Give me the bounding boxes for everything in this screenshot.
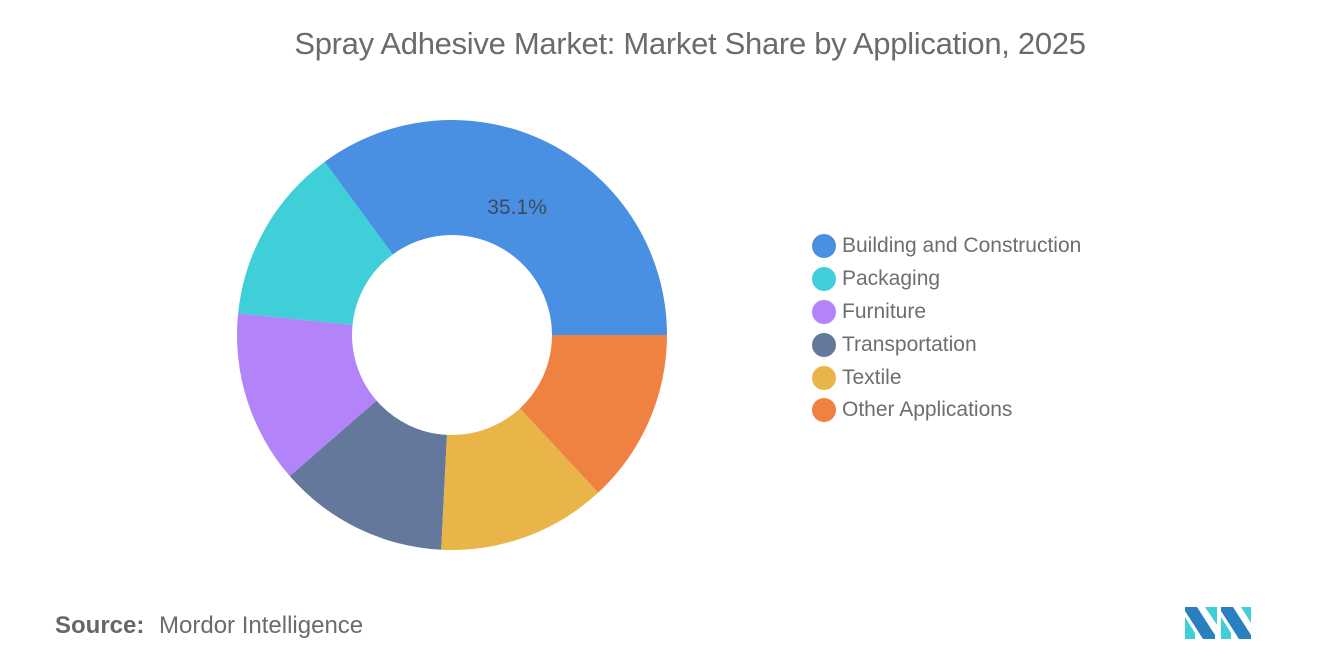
source-value: Mordor Intelligence xyxy=(159,612,364,639)
legend-item-packaging[interactable]: Packaging xyxy=(812,263,1081,296)
donut-slice-furniture[interactable] xyxy=(236,313,377,477)
legend-item-textile[interactable]: Textile xyxy=(812,361,1081,394)
legend-marker-icon xyxy=(812,398,836,423)
legend-item-building-construction[interactable]: Building and Construction xyxy=(812,230,1081,263)
legend-label: Packaging xyxy=(842,267,941,291)
legend-marker-icon xyxy=(812,332,836,357)
legend-marker-icon xyxy=(812,299,836,324)
donut-slice-building-and-construction[interactable] xyxy=(324,120,667,336)
donut-slices xyxy=(236,120,667,551)
source-label: Source: xyxy=(55,612,145,639)
legend-marker-icon xyxy=(812,267,836,292)
legend-label: Furniture xyxy=(842,299,927,323)
legend-label: Textile xyxy=(842,365,902,389)
legend-item-transportation[interactable]: Transportation xyxy=(812,328,1081,361)
donut-slice-textile[interactable] xyxy=(441,408,599,551)
donut-slice-packaging[interactable] xyxy=(238,161,393,325)
donut-slice-other-applications[interactable] xyxy=(519,335,667,493)
source-attribution: Source: Mordor Intelligence xyxy=(55,612,363,640)
legend-label: Other Applications xyxy=(842,398,1013,422)
legend-marker-icon xyxy=(812,365,836,390)
chart-title: Spray Adhesive Market: Market Share by A… xyxy=(294,26,1086,61)
chart-legend: Building and Construction Packaging Furn… xyxy=(812,230,1081,427)
legend-marker-icon xyxy=(812,234,836,259)
slice-value-label: 35.1% xyxy=(487,196,547,219)
legend-label: Building and Construction xyxy=(842,234,1082,258)
legend-item-furniture[interactable]: Furniture xyxy=(812,296,1081,329)
donut-slice-transportation[interactable] xyxy=(289,400,447,550)
mordor-intelligence-logo-icon xyxy=(1185,607,1251,639)
legend-label: Transportation xyxy=(842,332,977,356)
legend-item-other-applications[interactable]: Other Applications xyxy=(812,394,1081,427)
